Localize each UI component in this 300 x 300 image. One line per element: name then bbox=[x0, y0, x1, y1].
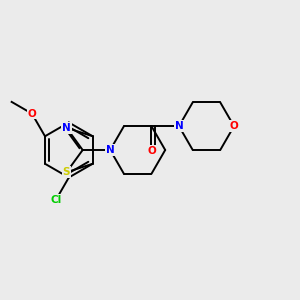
Text: N: N bbox=[106, 145, 115, 155]
Text: Cl: Cl bbox=[50, 195, 61, 205]
Text: O: O bbox=[147, 146, 156, 156]
Text: S: S bbox=[63, 167, 70, 177]
Text: N: N bbox=[175, 121, 183, 131]
Text: N: N bbox=[62, 123, 71, 133]
Text: O: O bbox=[28, 109, 36, 118]
Text: O: O bbox=[230, 121, 238, 131]
